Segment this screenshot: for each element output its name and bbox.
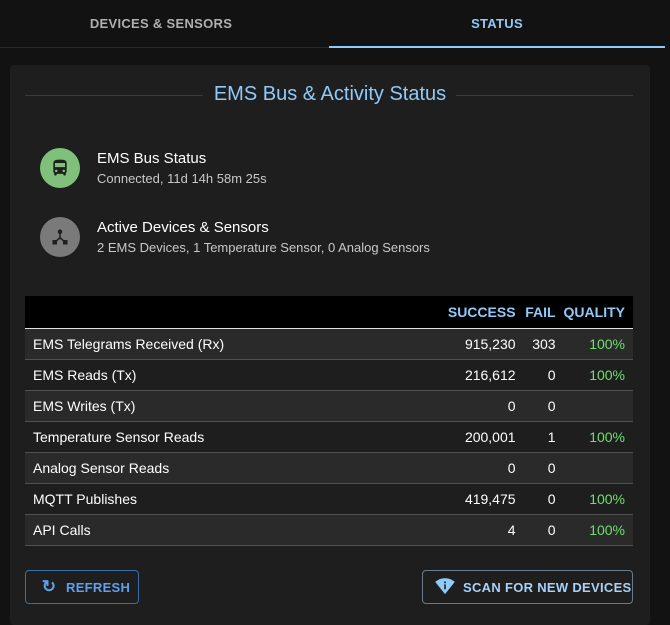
cell-success: 0	[447, 390, 524, 422]
cell-success: 915,230	[447, 328, 524, 360]
wifi-info-icon	[435, 577, 455, 598]
cell-quality: 100%	[563, 359, 633, 391]
cell-quality	[563, 452, 633, 484]
cell-name: API Calls	[25, 514, 448, 546]
cell-name: Analog Sensor Reads	[25, 452, 448, 484]
bus-status-detail: Connected, 11d 14h 58m 25s	[97, 171, 267, 186]
tab-devices-sensors[interactable]: DEVICES & SENSORS	[89, 16, 233, 31]
refresh-label: REFRESH	[66, 579, 131, 595]
refresh-icon: ↻	[41, 577, 57, 596]
cell-fail: 0	[523, 452, 564, 484]
cell-success: 216,612	[447, 359, 524, 391]
cell-fail: 0	[523, 514, 564, 546]
cell-success: 4	[447, 514, 524, 546]
refresh-button[interactable]: ↻ REFRESH	[25, 570, 139, 604]
tab-bar: DEVICES & SENSORS STATUS	[0, 0, 665, 48]
col-fail: FAIL	[523, 296, 564, 329]
scan-label: SCAN FOR NEW DEVICES	[463, 579, 632, 595]
cell-quality: 100%	[563, 328, 633, 360]
scan-devices-button[interactable]: SCAN FOR NEW DEVICES	[422, 570, 633, 604]
table-row: Temperature Sensor Reads 200,001 1 100%	[25, 421, 633, 453]
page-title: EMS Bus & Activity Status	[213, 83, 447, 105]
status-card: EMS Bus & Activity Status EMS Bus Status…	[10, 65, 650, 625]
table-row: API Calls 4 0 100%	[25, 514, 633, 546]
cell-name: EMS Reads (Tx)	[25, 359, 448, 391]
cell-quality: 100%	[563, 514, 633, 546]
cell-name: EMS Telegrams Received (Rx)	[25, 328, 448, 360]
divider	[25, 95, 203, 96]
active-devices-detail: 2 EMS Devices, 1 Temperature Sensor, 0 A…	[97, 240, 430, 255]
stats-table: SUCCESS FAIL QUALITY EMS Telegrams Recei…	[25, 296, 633, 546]
cell-fail: 0	[523, 390, 564, 422]
table-row: MQTT Publishes 419,475 0 100%	[25, 483, 633, 515]
col-success: SUCCESS	[447, 296, 524, 329]
bus-icon	[40, 148, 80, 188]
col-quality: QUALITY	[563, 296, 633, 329]
col-name	[25, 296, 448, 329]
divider	[456, 95, 633, 96]
cell-success: 200,001	[447, 421, 524, 453]
cell-fail: 303	[523, 328, 564, 360]
cell-fail: 0	[523, 483, 564, 515]
cell-name: EMS Writes (Tx)	[25, 390, 448, 422]
table-row: EMS Writes (Tx) 0 0	[25, 390, 633, 422]
table-row: EMS Reads (Tx) 216,612 0 100%	[25, 359, 633, 391]
cell-quality	[563, 390, 633, 422]
cell-fail: 1	[523, 421, 564, 453]
hub-icon	[40, 217, 80, 257]
active-devices-title: Active Devices & Sensors	[97, 219, 269, 236]
table-row: Analog Sensor Reads 0 0	[25, 452, 633, 484]
cell-quality: 100%	[563, 483, 633, 515]
cell-name: MQTT Publishes	[25, 483, 448, 515]
cell-quality: 100%	[563, 421, 633, 453]
tab-status[interactable]: STATUS	[329, 0, 665, 48]
cell-fail: 0	[523, 359, 564, 391]
cell-success: 0	[447, 452, 524, 484]
cell-success: 419,475	[447, 483, 524, 515]
bus-status-title: EMS Bus Status	[97, 150, 207, 167]
cell-name: Temperature Sensor Reads	[25, 421, 448, 453]
table-row: EMS Telegrams Received (Rx) 915,230 303 100…	[25, 328, 633, 360]
